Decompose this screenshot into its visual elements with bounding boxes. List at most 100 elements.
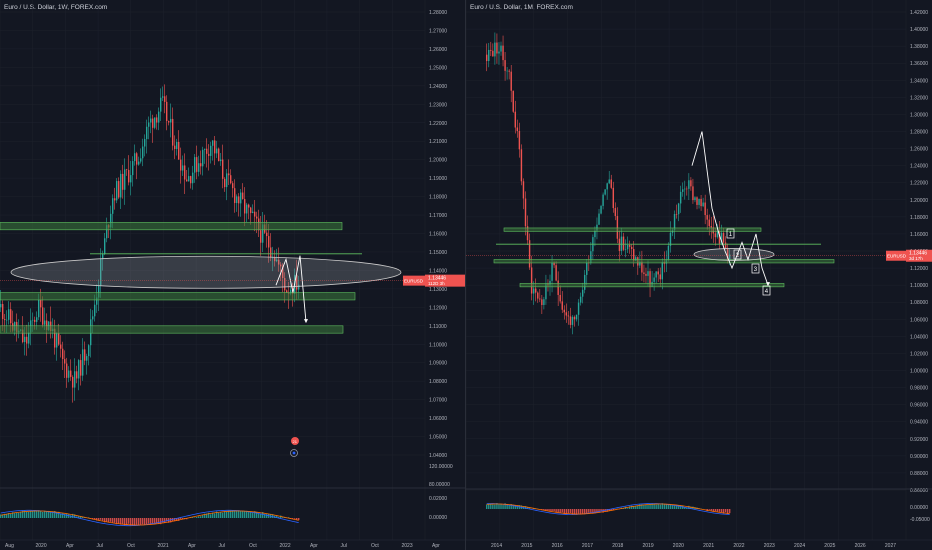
time-axis-label: 2016 (552, 543, 563, 549)
candle-body (661, 261, 664, 280)
macd-histogram-bar (250, 511, 252, 518)
highlight-ellipse[interactable] (10, 255, 402, 289)
macd-histogram-bar (598, 509, 600, 512)
macd-histogram-bar (206, 513, 208, 518)
candle-body (679, 191, 682, 204)
time-axis-label: 2015 (521, 543, 532, 549)
candle-body (624, 249, 627, 250)
macd-histogram-bar (38, 510, 40, 518)
macd-histogram-bar (630, 505, 633, 509)
wave-label-box[interactable] (762, 285, 771, 296)
support-resistance-zone[interactable] (0, 292, 356, 301)
price-tick-label: 1.21000 (429, 139, 447, 145)
candle-body (234, 188, 236, 204)
macd-histogram-bar (716, 509, 719, 512)
macd-histogram-bar (622, 508, 625, 509)
macd-histogram-bar (192, 517, 194, 518)
macd-histogram-bar (14, 513, 16, 518)
macd-histogram-bar (266, 514, 268, 518)
macd-histogram-bar (126, 518, 128, 526)
macd-histogram-bar (136, 518, 138, 525)
symbol-tag (886, 250, 906, 261)
right-chart-canvas[interactable]: 1.42000 1.40000 1.38000 1.36000 1.34000 1.320… (466, 0, 932, 550)
price-tick-label: 1.06000 (910, 317, 928, 323)
candle-body (140, 158, 142, 162)
macd-histogram-bar (22, 510, 24, 518)
candle-body (284, 278, 286, 291)
support-resistance-zone[interactable] (493, 259, 835, 264)
macd-histogram-bar (720, 509, 723, 513)
candle-body (539, 298, 541, 300)
candle-body (604, 189, 606, 195)
time-axis-label: Apr (432, 543, 440, 549)
time-axis-label: 2023 (764, 543, 775, 549)
support-resistance-zone[interactable] (0, 325, 344, 334)
left-chart-pane[interactable]: Euro / U.S. Dollar, 1W, FOREX.com 1.2800… (0, 0, 466, 550)
candle-body (522, 181, 525, 199)
candle-body (232, 183, 234, 189)
circle-icon[interactable] (290, 449, 298, 457)
candle-body (8, 309, 10, 320)
candle-body (114, 198, 116, 201)
right-chart-pane[interactable]: Euro / U.S. Dollar, 1M, FOREX.com 1.4200… (466, 0, 932, 550)
price-tick-label: 1.06000 (429, 416, 447, 422)
macd-histogram-bar (36, 511, 38, 518)
candle-body (526, 226, 529, 241)
macd-histogram-bar (579, 509, 582, 515)
support-resistance-zone[interactable] (519, 283, 785, 288)
candle-body (4, 319, 6, 321)
left-chart-canvas[interactable]: 1.28000 1.27000 1.26000 1.25000 1.24000 1.230… (0, 0, 466, 550)
candle-body (98, 285, 100, 298)
macd-histogram-bar (288, 517, 290, 518)
candle-body (614, 208, 617, 217)
candle-body (553, 262, 555, 266)
candle-body (22, 329, 24, 343)
candle-body (278, 259, 280, 265)
wave-label-box[interactable] (733, 249, 742, 260)
macd-histogram-bar (492, 504, 494, 509)
price-tick-label: 1.25000 (429, 65, 447, 71)
candle-body (124, 169, 126, 190)
macd-histogram-bar (150, 518, 152, 524)
macd-histogram-bar (244, 511, 246, 518)
pane-divider[interactable] (465, 0, 466, 550)
wave-label-box[interactable] (751, 263, 760, 274)
price-tick-label: 1.14000 (429, 268, 447, 274)
candle-body (104, 238, 106, 254)
candle-body (573, 316, 576, 320)
macd-histogram-bar (486, 504, 488, 509)
price-tick-label: 1.05000 (429, 435, 447, 441)
candle-body (490, 49, 492, 51)
candle-body (494, 42, 496, 57)
flag-icon[interactable] (291, 437, 299, 445)
candle-body (272, 257, 274, 259)
wave-label-box[interactable] (726, 228, 735, 239)
support-resistance-zone[interactable] (503, 227, 762, 232)
candle-body (80, 360, 82, 376)
projection-path[interactable] (691, 131, 769, 286)
macd-histogram-bar (722, 509, 725, 514)
support-resistance-zone[interactable] (0, 222, 343, 231)
macd-histogram-bar (122, 518, 124, 525)
macd-histogram-bar (146, 518, 148, 525)
candle-body (290, 289, 292, 294)
projection-path[interactable] (275, 255, 307, 323)
macd-histogram-bar (58, 511, 60, 518)
candle-body (62, 348, 64, 360)
candle-body (166, 101, 168, 122)
candle-body (696, 197, 698, 205)
macd-histogram-bar (528, 508, 531, 509)
candle-body (728, 254, 731, 261)
candle-body (504, 60, 506, 71)
macd-histogram-bar (571, 509, 574, 515)
candle-body (2, 304, 4, 320)
candle-body (698, 198, 700, 205)
candle-body (543, 299, 545, 305)
candle-body (146, 126, 148, 140)
macd-histogram-bar (272, 514, 274, 518)
macd-histogram-bar (248, 512, 250, 518)
price-tick-label: 1.09000 (429, 361, 447, 367)
time-axis-label: Apr (310, 543, 318, 549)
candle-body (70, 370, 72, 377)
macd-histogram-bar (218, 512, 220, 518)
